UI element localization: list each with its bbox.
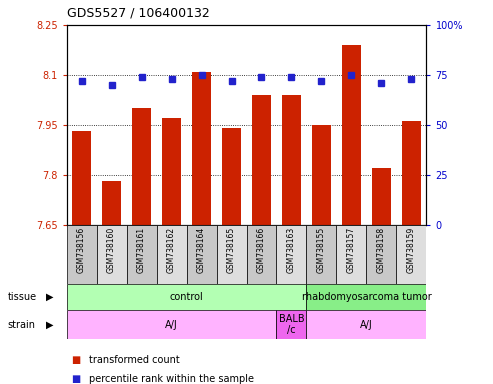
Text: A/J: A/J [165,319,178,330]
Bar [307,284,426,310]
Text: percentile rank within the sample: percentile rank within the sample [89,374,254,384]
Bar [246,225,277,284]
Text: ■: ■ [71,355,81,365]
Bar [277,310,307,339]
Bar [252,95,271,225]
Text: ■: ■ [71,374,81,384]
Bar [307,310,426,339]
Bar [307,225,336,284]
Text: GSM738162: GSM738162 [167,227,176,273]
Text: strain: strain [7,319,35,330]
Text: GSM738164: GSM738164 [197,227,206,273]
Bar [282,95,301,225]
Text: GSM738159: GSM738159 [407,227,416,273]
Text: control: control [170,292,204,302]
Bar [192,71,211,225]
Text: GSM738157: GSM738157 [347,227,356,273]
Bar [97,225,127,284]
Text: BALB
/c: BALB /c [279,314,304,336]
Text: GSM738165: GSM738165 [227,227,236,273]
Bar [132,108,151,225]
Text: GDS5527 / 106400132: GDS5527 / 106400132 [67,7,210,20]
Text: A/J: A/J [360,319,373,330]
Bar [216,225,246,284]
Bar [72,131,91,225]
Bar [336,225,366,284]
Text: GSM738160: GSM738160 [107,227,116,273]
Text: tissue: tissue [7,292,36,302]
Text: transformed count: transformed count [89,355,179,365]
Bar [67,225,97,284]
Bar [102,181,121,225]
Bar [222,128,241,225]
Text: GSM738155: GSM738155 [317,227,326,273]
Text: rhabdomyosarcoma tumor: rhabdomyosarcoma tumor [302,292,431,302]
Bar [67,284,307,310]
Bar [277,225,307,284]
Bar [67,310,277,339]
Text: GSM738166: GSM738166 [257,227,266,273]
Text: ▶: ▶ [45,292,53,302]
Bar [396,225,426,284]
Text: GSM738161: GSM738161 [137,227,146,273]
Text: GSM738156: GSM738156 [77,227,86,273]
Bar [312,125,331,225]
Bar [366,225,396,284]
Bar [186,225,216,284]
Text: ▶: ▶ [45,319,53,330]
Bar [162,118,181,225]
Bar [372,168,391,225]
Bar [157,225,186,284]
Bar [402,121,421,225]
Text: GSM738158: GSM738158 [377,227,386,273]
Bar [127,225,157,284]
Bar [342,45,361,225]
Text: GSM738163: GSM738163 [287,227,296,273]
